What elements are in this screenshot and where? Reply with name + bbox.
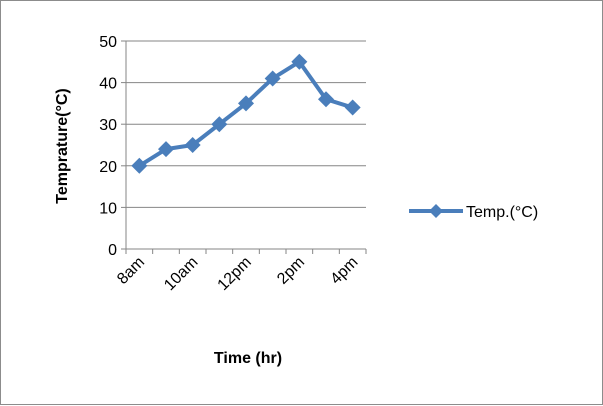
x-tick-label: 10am [161, 254, 201, 294]
y-tick-label: 50 [99, 34, 117, 51]
data-point-marker [238, 95, 254, 112]
series-temperature [131, 53, 361, 174]
data-point-marker [131, 157, 148, 174]
x-axis-title: Time (hr) [214, 350, 282, 367]
data-point-marker [318, 91, 334, 108]
y-tick-label: 20 [99, 159, 117, 176]
data-point-marker [184, 137, 201, 153]
gridlines [126, 40, 366, 208]
legend-marker [429, 204, 443, 218]
data-point-marker [291, 53, 308, 70]
legend-label: Temp.(°C) [466, 204, 538, 221]
y-tick-label: 10 [99, 200, 117, 217]
legend: Temp.(°C) [409, 204, 538, 221]
data-point-marker [264, 70, 281, 87]
data-point-marker [211, 116, 228, 133]
y-tick-label: 30 [99, 117, 117, 134]
y-tick-label: 40 [99, 76, 117, 93]
x-tick-label: 4pm [327, 254, 361, 288]
axes [121, 40, 367, 254]
y-axis-title: Temprature(°C) [54, 88, 71, 203]
x-tick-label: 12pm [215, 254, 255, 294]
data-point-marker [158, 141, 174, 158]
x-tick-label: 8am [114, 254, 148, 288]
y-tick-label: 0 [108, 242, 117, 259]
x-tick-label: 2pm [274, 254, 308, 288]
data-point-marker [344, 99, 361, 116]
